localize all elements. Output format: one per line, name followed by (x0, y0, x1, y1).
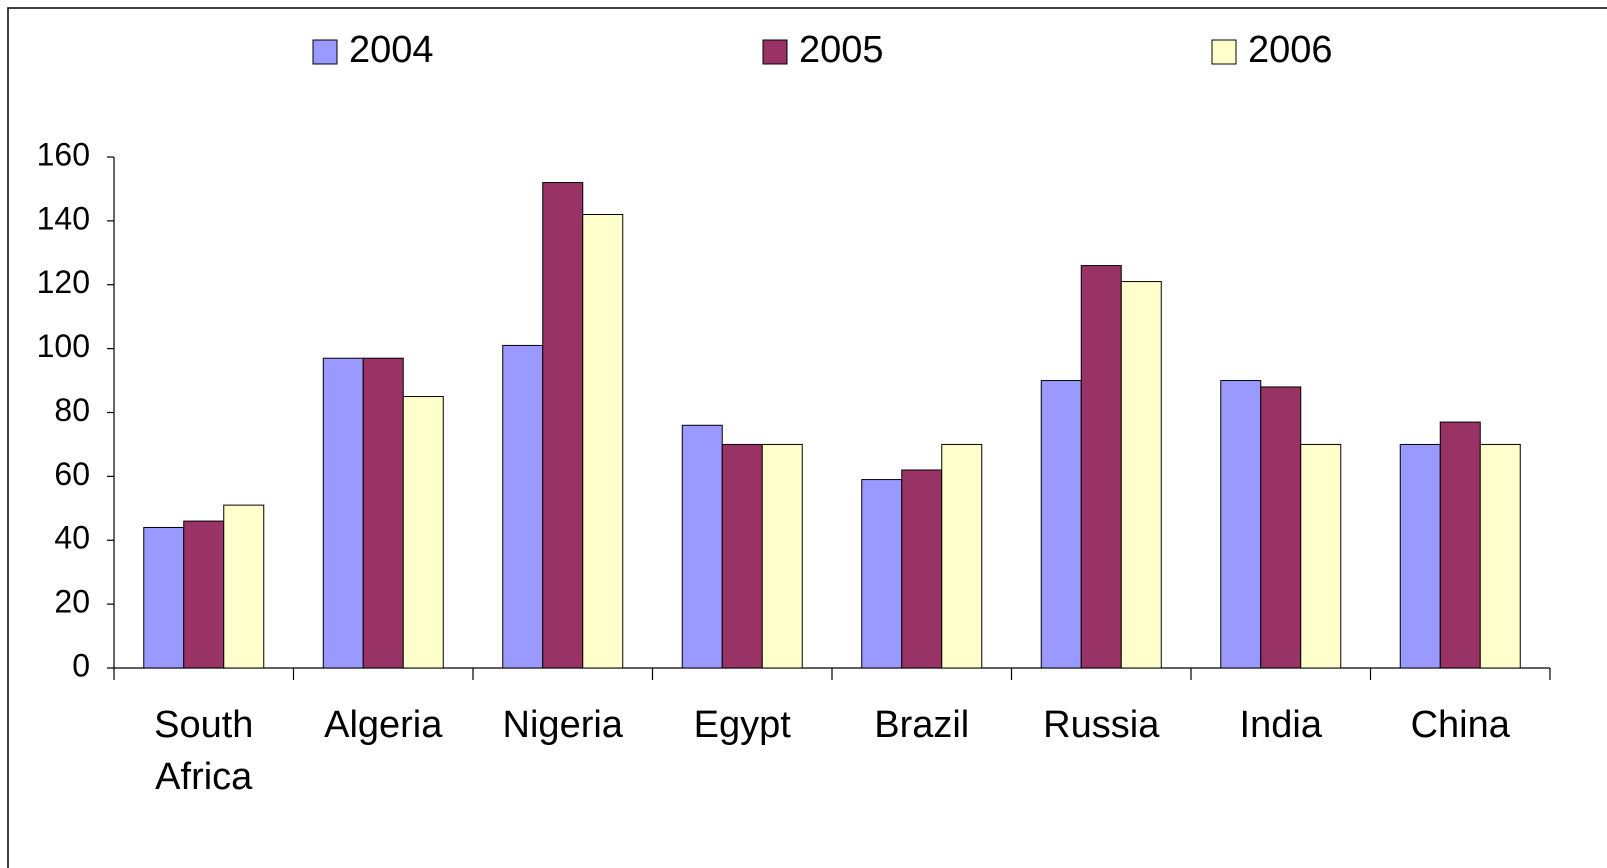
legend-label: 2005 (799, 29, 884, 71)
legend-label: 2006 (1248, 29, 1333, 71)
bar (1120, 281, 1162, 669)
y-tick-label: 160 (37, 136, 90, 172)
y-tick-label: 120 (37, 264, 90, 300)
bar (1220, 380, 1262, 669)
bar (223, 504, 265, 669)
bar (1300, 443, 1342, 669)
bar (143, 526, 185, 669)
x-tick-label: China (1411, 704, 1511, 746)
legend-swatch (1211, 39, 1237, 65)
y-tick-label: 100 (37, 328, 90, 364)
bar (402, 396, 444, 669)
x-tick-label: South Africa (154, 704, 253, 798)
bar (941, 443, 983, 669)
bar (502, 344, 544, 669)
y-tick-label: 60 (54, 456, 90, 492)
bar (901, 469, 943, 669)
legend-swatch (312, 39, 338, 65)
bar (322, 357, 364, 669)
x-tick-label: India (1240, 704, 1323, 746)
bar (761, 443, 803, 669)
y-tick-label: 20 (54, 584, 90, 620)
legend-label: 2004 (349, 29, 434, 71)
bar (582, 213, 624, 669)
bar (362, 357, 404, 669)
bar (721, 443, 763, 669)
y-tick-label: 80 (54, 392, 90, 428)
chart-border (7, 7, 1607, 868)
legend-swatch (762, 39, 788, 65)
bar (1040, 380, 1082, 669)
x-tick-label: Egypt (694, 704, 792, 746)
bar (1439, 421, 1481, 669)
y-tick-label: 0 (72, 647, 90, 683)
bar (1479, 443, 1521, 669)
bar (861, 479, 903, 669)
bar (1260, 386, 1302, 669)
y-tick-label: 140 (37, 200, 90, 236)
x-tick-label: Nigeria (503, 704, 624, 746)
y-tick-label: 40 (54, 520, 90, 556)
x-tick-label: Russia (1043, 704, 1160, 746)
x-tick-label: Algeria (324, 704, 443, 746)
bar (542, 182, 584, 669)
bar (1080, 265, 1122, 669)
bar (1399, 443, 1441, 669)
bar (183, 520, 225, 669)
bar (681, 424, 723, 669)
x-tick-label: Brazil (874, 704, 969, 746)
